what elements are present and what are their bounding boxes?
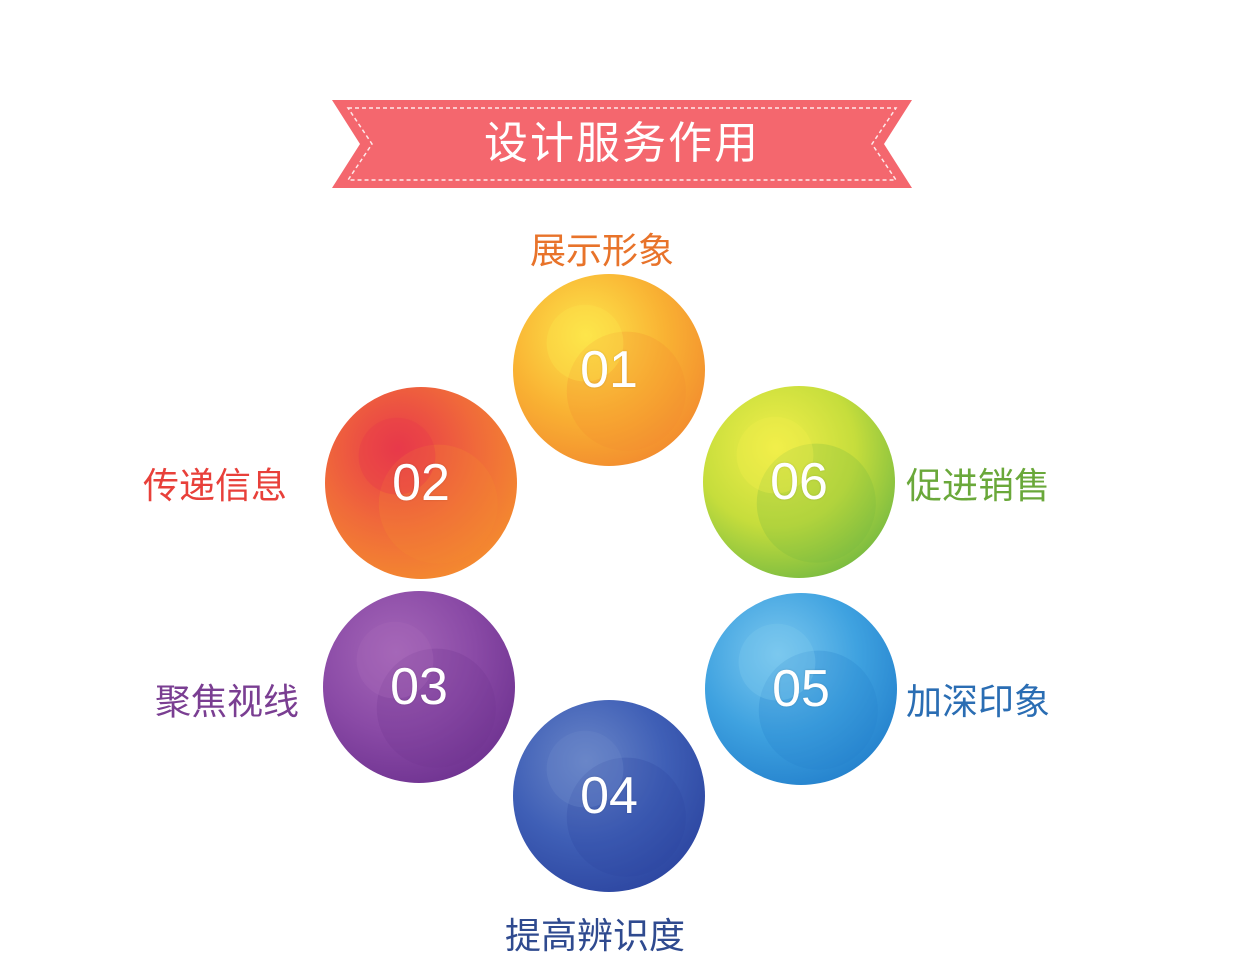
item-label-04: 提高辨识度 [505, 916, 686, 957]
watercolor-blob-shade-05 [758, 650, 878, 770]
item-number-06: 06 [770, 453, 828, 511]
item-number-01: 01 [580, 341, 638, 399]
item-label-03: 聚焦视线 [155, 682, 300, 723]
item-label-02: 传递信息 [143, 466, 288, 507]
watercolor-blob-shade-02 [378, 444, 498, 564]
watercolor-blob-shade-01 [566, 331, 686, 451]
watercolor-blob-highlight-01 [546, 304, 624, 382]
watercolor-blob-highlight-03 [356, 621, 434, 699]
watercolor-blob-06 [703, 386, 895, 578]
banner-ribbon-stitch [346, 107, 898, 181]
watercolor-blob-highlight-04 [546, 730, 624, 808]
item-number-04: 04 [580, 767, 638, 825]
watercolor-blob-shade-04 [566, 757, 686, 877]
item-number-02: 02 [392, 454, 450, 512]
watercolor-blob-01 [513, 274, 705, 466]
item-number-03: 03 [390, 658, 448, 716]
item-label-01: 展示形象 [530, 231, 675, 272]
banner-title: 设计服务作用 [484, 118, 760, 169]
item-label-05: 加深印象 [906, 682, 1051, 723]
banner-ribbon [332, 100, 912, 188]
watercolor-blob-highlight-05 [738, 623, 816, 701]
watercolor-blob-highlight-06 [736, 416, 814, 494]
watercolor-blob-04 [513, 700, 705, 892]
watercolor-blob-shade-03 [376, 648, 496, 768]
watercolor-blob-05 [705, 593, 897, 785]
item-label-06: 促进销售 [906, 466, 1051, 507]
watercolor-blob-highlight-02 [358, 417, 436, 495]
item-number-05: 05 [772, 660, 830, 718]
watercolor-blob-shade-06 [756, 443, 876, 563]
watercolor-blob-02 [325, 387, 517, 579]
watercolor-blob-03 [323, 591, 515, 783]
